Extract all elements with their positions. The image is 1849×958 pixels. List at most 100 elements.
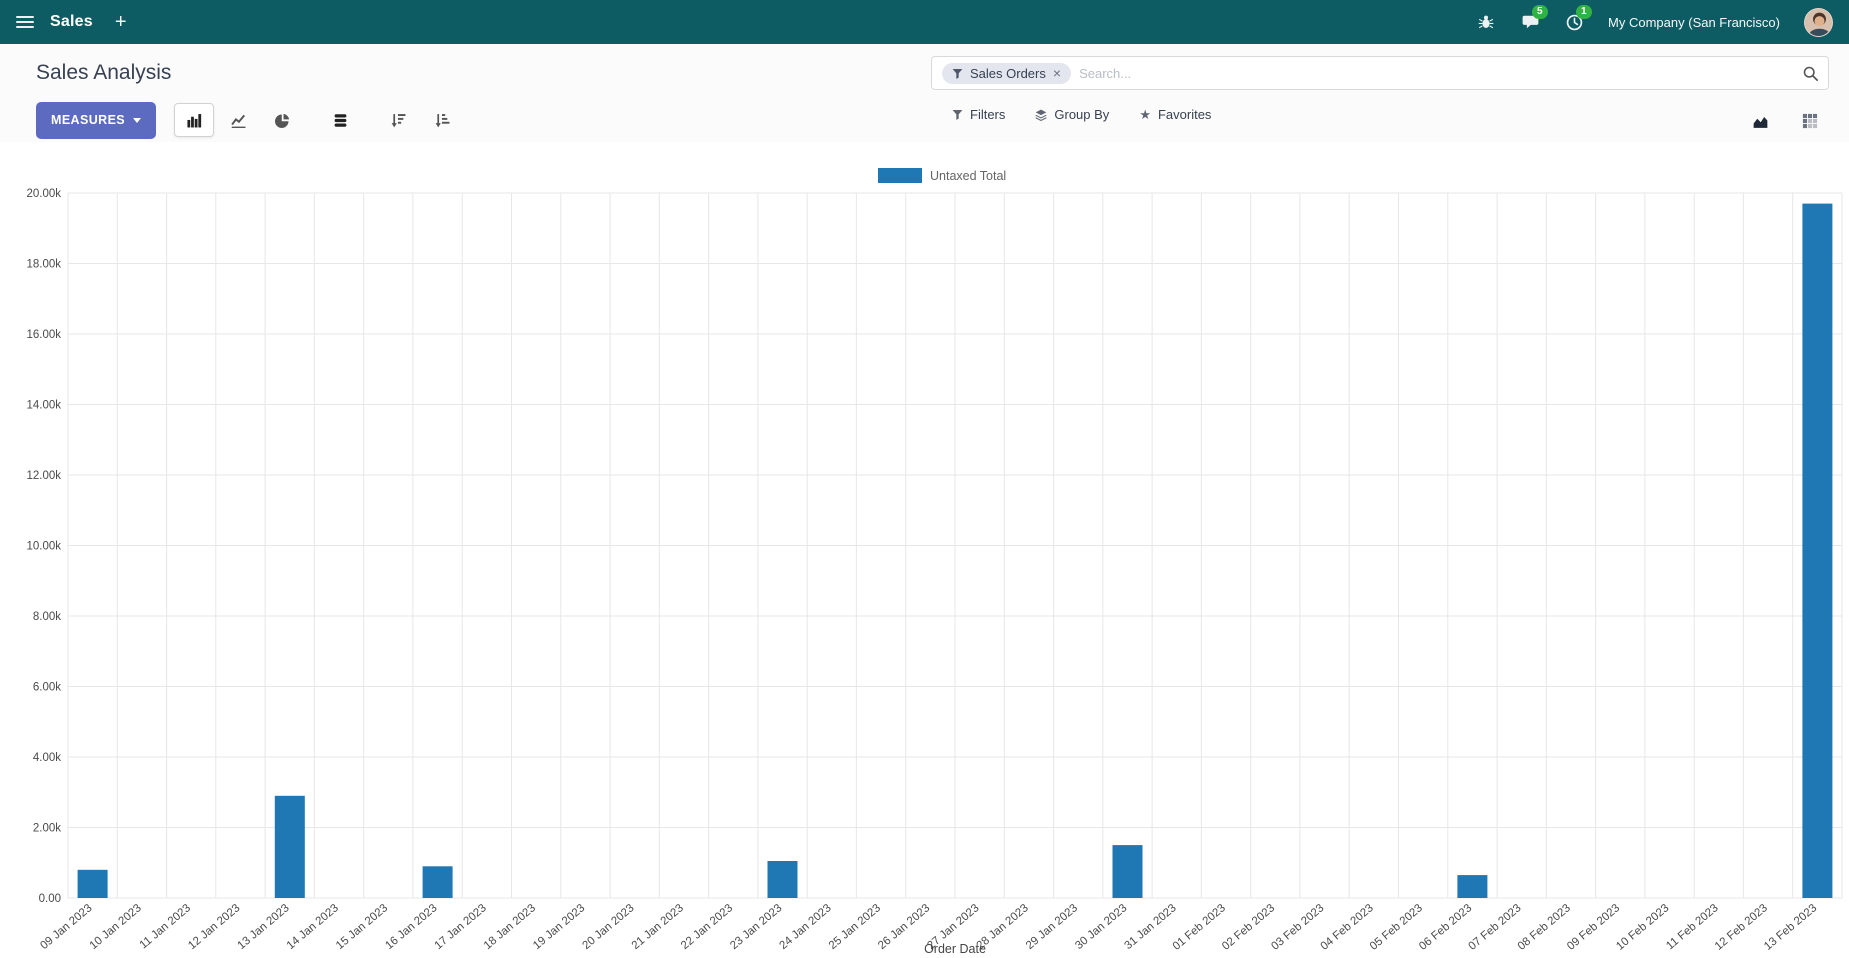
debug-bug-icon[interactable] [1476,12,1496,32]
y-tick-label: 18.00k [26,259,61,271]
x-tick-label: 04 Feb 2023 [1319,902,1376,953]
x-tick-label: 02 Feb 2023 [1220,902,1277,953]
y-axis: 0.00 2.00k 4.00k 6.00k 8.00k 10.00k 12.00k 14.0… [26,188,61,905]
x-tick-label: 12 Feb 2023 [1713,902,1770,953]
new-record-button[interactable]: + [114,11,127,33]
x-tick-label: 13 Jan 2023 [236,902,292,952]
y-tick-label: 2.00k [33,823,61,835]
layers-icon [1035,109,1047,121]
x-tick-label: 15 Jan 2023 [334,902,390,952]
bar[interactable] [1457,875,1488,898]
x-tick-label: 09 Jan 2023 [38,902,94,952]
line-chart-icon [230,114,246,128]
filters-button[interactable]: Filters [952,107,1005,122]
search-input[interactable] [1079,65,1795,81]
pivot-view-button[interactable] [1795,106,1825,136]
bar-chart-icon [186,113,201,127]
graph-view-button[interactable] [1745,106,1775,136]
x-tick-label: 17 Jan 2023 [433,902,489,952]
sort-ascending-button[interactable] [422,103,462,137]
y-tick-label: 10.00k [26,541,61,553]
stacked-toggle-button[interactable] [320,103,360,137]
bar[interactable] [77,869,108,898]
grid-lines [67,192,1843,899]
x-tick-label: 30 Jan 2023 [1073,902,1129,952]
pie-chart-icon [274,113,289,128]
x-tick-label: 23 Jan 2023 [728,902,784,952]
x-tick-label: 20 Jan 2023 [580,902,636,952]
chart-type-pie-button[interactable] [262,103,302,137]
avatar-image [1805,8,1832,36]
messages-menu-icon[interactable]: 5 [1520,5,1548,32]
apps-menu-icon[interactable] [16,16,34,28]
sort-descending-button[interactable] [378,103,418,137]
bug-icon [1478,15,1494,29]
stacked-database-icon [334,113,346,127]
x-tick-label: 13 Feb 2023 [1762,902,1819,953]
x-tick-label: 24 Jan 2023 [778,902,834,952]
bar[interactable] [274,795,305,898]
user-avatar[interactable] [1804,7,1833,37]
app-name[interactable]: Sales [50,13,93,30]
chart-legend[interactable]: Untaxed Total [878,168,1006,183]
x-tick-label: 08 Feb 2023 [1516,902,1573,953]
sales-analysis-chart: 0.00 2.00k 4.00k 6.00k 8.00k 10.00k 12.00k 14.0… [26,168,1843,956]
x-tick-label: 07 Feb 2023 [1466,902,1523,953]
page-title: Sales Analysis [36,61,172,84]
favorites-button[interactable]: ★ Favorites [1139,107,1211,122]
measures-button[interactable]: MEASURES [36,101,157,139]
sort-amount-desc-icon [391,113,406,127]
top-navbar: Sales + 5 1 [0,0,1849,44]
bar[interactable] [422,866,453,898]
filters-funnel-icon [952,109,963,120]
measures-label: MEASURES [51,113,126,127]
y-tick-label: 8.00k [33,611,61,623]
activities-menu-icon[interactable]: 1 [1564,5,1592,32]
favorites-label: Favorites [1157,107,1212,122]
chart-type-bar-button[interactable] [174,103,215,137]
search-bar[interactable]: Sales Orders × [931,56,1829,90]
y-tick-label: 0.00 [39,893,61,905]
filter-funnel-icon [952,68,963,79]
clock-icon [1566,14,1582,30]
x-tick-label: 11 Jan 2023 [138,902,194,951]
y-tick-label: 4.00k [33,752,61,764]
bar[interactable] [1802,203,1833,899]
search-icon[interactable] [1803,66,1818,81]
bar[interactable] [1112,845,1143,898]
bar[interactable] [767,861,798,898]
area-chart-icon [1753,117,1767,128]
messages-count-badge: 5 [1532,5,1548,19]
x-tick-label: 16 Jan 2023 [383,902,439,952]
x-tick-label: 05 Feb 2023 [1368,902,1425,953]
x-tick-label: 10 Jan 2023 [88,902,144,952]
search-facet-sales-orders[interactable]: Sales Orders × [942,62,1072,84]
company-switcher[interactable]: My Company (San Francisco) [1608,14,1780,30]
chart-type-line-button[interactable] [218,103,258,137]
x-tick-label: 09 Feb 2023 [1565,902,1622,953]
graph-view: 0.00 2.00k 4.00k 6.00k 8.00k 10.00k 12.00k 14.0… [0,142,1849,958]
x-tick-label: 21 Jan 2023 [630,902,686,952]
filters-label: Filters [970,107,1006,122]
bars [77,203,1833,899]
group-by-button[interactable]: Group By [1035,107,1109,122]
y-tick-label: 12.00k [26,470,61,482]
view-switcher [1745,106,1825,136]
sort-amount-asc-icon [435,113,450,127]
x-axis-title: Order Date [924,942,986,956]
star-icon: ★ [1139,107,1151,122]
control-panel: Sales Analysis Sales Orders × MEASURES [0,44,1849,142]
x-tick-label: 06 Feb 2023 [1417,902,1474,953]
x-tick-label: 03 Feb 2023 [1269,902,1326,953]
legend-label: Untaxed Total [930,169,1006,183]
activities-count-badge: 1 [1576,5,1592,19]
x-tick-label: 12 Jan 2023 [186,902,242,952]
x-tick-label: 14 Jan 2023 [285,902,341,952]
legend-swatch [878,168,922,183]
x-tick-label: 18 Jan 2023 [482,902,538,952]
x-tick-label: 19 Jan 2023 [531,902,587,952]
pivot-table-icon [1802,113,1818,129]
y-tick-label: 6.00k [33,682,61,694]
y-tick-label: 14.00k [26,400,61,412]
facet-remove-icon[interactable]: × [1052,65,1062,81]
